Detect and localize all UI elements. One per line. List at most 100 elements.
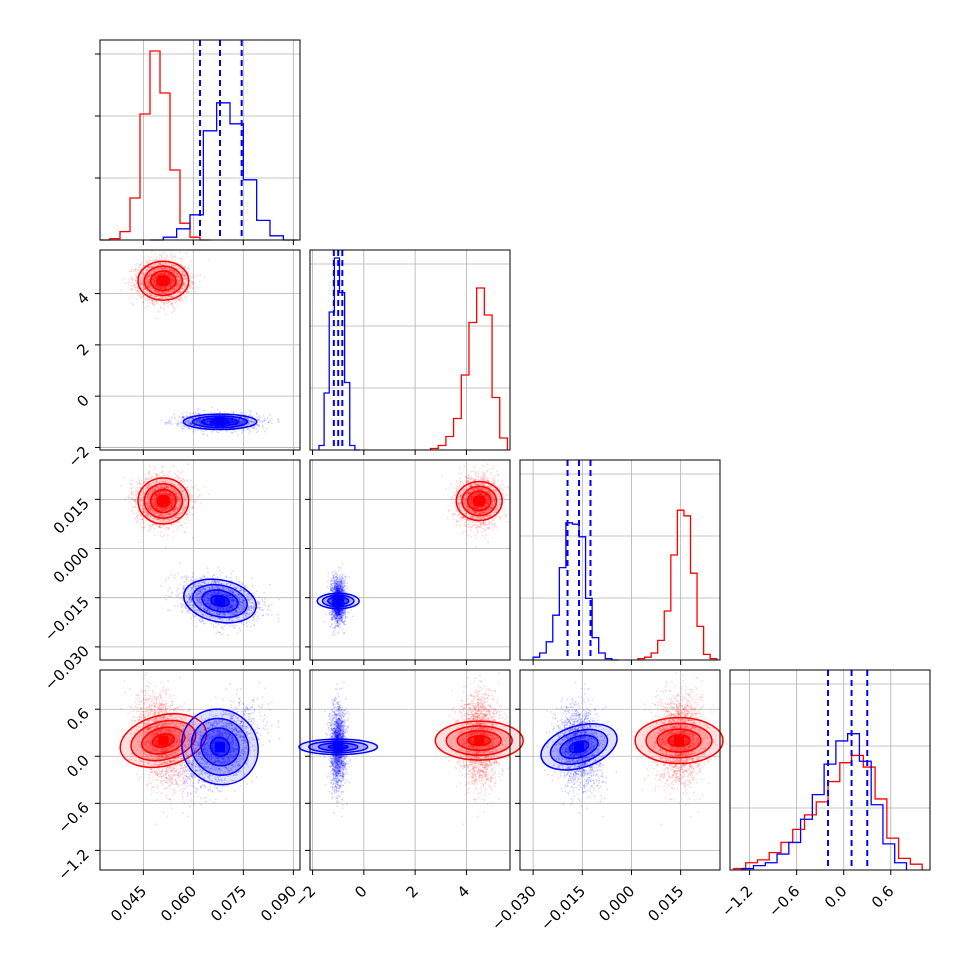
sample-point xyxy=(191,283,194,286)
sample-point xyxy=(159,286,162,289)
sample-point xyxy=(179,296,182,299)
sample-point xyxy=(278,420,281,423)
sample-point xyxy=(203,409,206,412)
sample-point xyxy=(187,266,190,269)
sample-point xyxy=(160,256,163,259)
sample-point xyxy=(136,480,138,483)
sample-point xyxy=(202,430,204,433)
sample-point xyxy=(170,284,173,286)
sample-point xyxy=(164,422,167,424)
sample-point xyxy=(165,258,168,261)
sample-point xyxy=(155,276,158,278)
sample-point xyxy=(164,267,167,270)
sample-point xyxy=(231,431,234,434)
sample-point xyxy=(147,255,150,258)
sample-point xyxy=(256,415,259,418)
sample-point xyxy=(154,290,156,293)
sample-point xyxy=(153,280,156,283)
sample-point xyxy=(170,275,173,277)
sample-point xyxy=(127,282,130,285)
histogram-series-0 xyxy=(100,50,210,241)
sample-point xyxy=(166,254,168,257)
sample-point xyxy=(139,294,142,296)
sample-point xyxy=(173,416,176,419)
panel-frame xyxy=(99,39,301,241)
sample-point xyxy=(146,280,148,282)
sample-point xyxy=(133,284,136,287)
sample-point xyxy=(191,276,194,279)
sample-point xyxy=(147,283,150,286)
sample-point xyxy=(192,430,194,433)
sample-point xyxy=(152,303,155,306)
density-peak xyxy=(215,416,225,427)
sample-point xyxy=(128,296,131,299)
sample-point xyxy=(237,434,240,436)
sample-point xyxy=(186,515,189,518)
sample-point xyxy=(175,422,178,425)
sample-point xyxy=(203,276,206,279)
sample-point xyxy=(186,415,189,418)
sample-point xyxy=(152,302,154,305)
sample-point xyxy=(150,256,153,259)
sample-point xyxy=(215,430,218,433)
sample-point xyxy=(160,255,163,257)
sample-point xyxy=(197,274,200,276)
sample-point xyxy=(165,262,168,264)
sample-point xyxy=(136,289,139,292)
sample-point xyxy=(128,281,131,283)
sample-point xyxy=(192,428,195,431)
sample-point xyxy=(133,283,136,286)
sample-point xyxy=(159,261,162,264)
sample-point xyxy=(138,290,140,292)
sample-point xyxy=(147,305,150,308)
sample-point xyxy=(173,255,176,257)
sample-point xyxy=(153,282,156,285)
sample-point xyxy=(199,274,202,277)
sample-point xyxy=(159,300,162,303)
sample-point xyxy=(132,270,135,273)
sample-point xyxy=(135,275,138,278)
sample-point xyxy=(158,253,161,256)
sample-point xyxy=(179,258,182,261)
sample-point xyxy=(188,491,191,494)
sample-point xyxy=(132,303,135,306)
sample-point xyxy=(175,300,178,303)
sample-point xyxy=(183,522,186,524)
sample-point xyxy=(161,535,164,538)
sample-point xyxy=(171,278,174,281)
sample-point xyxy=(183,424,186,427)
sample-point xyxy=(156,268,159,271)
sample-point xyxy=(154,289,157,292)
sample-point xyxy=(172,536,175,539)
sample-point xyxy=(197,496,200,499)
sample-point xyxy=(145,269,148,272)
sample-point xyxy=(261,424,264,427)
sample-point xyxy=(131,277,134,280)
sample-point xyxy=(156,317,158,320)
sample-point xyxy=(170,269,173,272)
sample-point xyxy=(160,419,163,422)
sample-point xyxy=(176,528,179,531)
sample-point xyxy=(130,268,133,271)
sample-point xyxy=(164,546,167,549)
sample-point xyxy=(195,284,198,287)
sample-point xyxy=(168,290,171,293)
sample-point xyxy=(139,283,142,286)
sample-point xyxy=(131,289,134,292)
sample-point xyxy=(131,295,134,298)
sample-point xyxy=(149,295,152,298)
sample-point xyxy=(139,282,142,284)
sample-point xyxy=(158,473,160,476)
sample-point xyxy=(216,409,219,411)
sample-point xyxy=(137,268,139,271)
sample-point xyxy=(189,260,192,263)
sample-point xyxy=(147,473,150,476)
sample-point xyxy=(149,525,151,527)
sample-point xyxy=(198,494,201,497)
sample-point xyxy=(162,272,165,275)
sample-point xyxy=(153,279,156,281)
sample-point xyxy=(170,302,173,305)
sample-point xyxy=(187,426,190,429)
sample-point xyxy=(152,279,155,282)
